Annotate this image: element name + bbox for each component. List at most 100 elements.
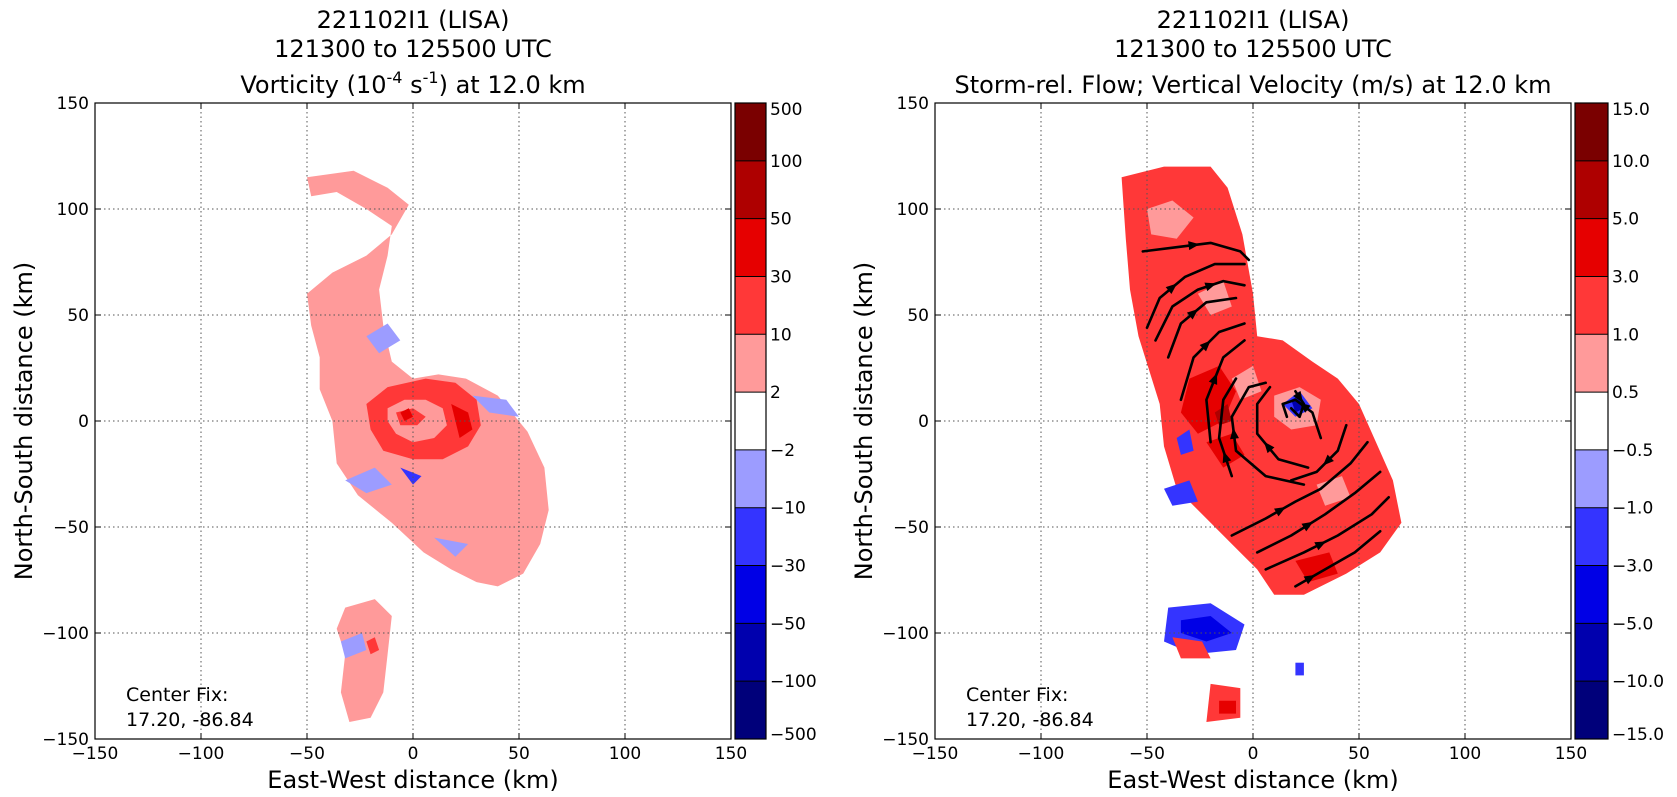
streamline-arrow bbox=[1199, 340, 1211, 352]
colorbar: 500 100 50 30 10 2 −2 −10 −30 −50 −100 −500 bbox=[734, 100, 817, 745]
contour-region bbox=[451, 404, 473, 438]
x-axis-label: East-West distance (km) bbox=[1107, 766, 1398, 794]
streamline-arrow bbox=[1222, 451, 1232, 464]
contour-region bbox=[345, 467, 392, 494]
contour-region bbox=[1219, 700, 1236, 714]
colorbar-band bbox=[735, 623, 766, 682]
streamlines bbox=[1141, 241, 1390, 588]
contour-region bbox=[336, 599, 392, 722]
y-tick-label: −50 bbox=[893, 518, 929, 538]
streamline bbox=[1141, 241, 1251, 262]
streamline-arrow bbox=[1301, 521, 1314, 532]
center-fix-label: Center Fix: bbox=[966, 684, 1068, 706]
colorbar-label: 10 bbox=[770, 325, 792, 345]
streamline-arrow bbox=[1274, 507, 1286, 517]
colorbar-band bbox=[735, 681, 766, 740]
colorbar-label: 3.0 bbox=[1612, 267, 1639, 287]
colorbar-label: −50 bbox=[770, 614, 806, 634]
x-tick-label: 50 bbox=[508, 744, 530, 764]
title-segment: s bbox=[402, 71, 422, 99]
colorbar: 15.0 10.0 5.0 3.0 1.0 0.5 −0.5 −1.0 −3.0 −5.0 −10.… bbox=[1574, 100, 1664, 745]
streamline-arrow bbox=[1299, 402, 1311, 413]
streamline-arrow bbox=[1204, 282, 1217, 292]
ticks: −150 −100 −50 0 50 100 150 −150 −100 −50 0 50 100 150 bbox=[42, 94, 747, 764]
center-fix-value: 17.20, -86.84 bbox=[126, 709, 254, 731]
chart-vertical-velocity: −150 −100 −50 0 50 100 150 −150 −100 −50 0 50 100 150… bbox=[850, 6, 1664, 794]
streamline-arrow bbox=[1263, 441, 1275, 454]
chart-title-line3: Storm-rel. Flow; Vertical Velocity (m/s)… bbox=[955, 71, 1552, 99]
y-axis-label: North-South distance (km) bbox=[850, 262, 878, 581]
contour-region bbox=[340, 633, 367, 659]
contour-region bbox=[366, 323, 401, 354]
x-tick-label: 0 bbox=[408, 744, 419, 764]
colorbar-label: 0.5 bbox=[1612, 383, 1639, 403]
y-axis-label: North-South distance (km) bbox=[10, 262, 38, 581]
contour-region bbox=[1164, 480, 1198, 506]
chart-title-line2: 121300 to 125500 UTC bbox=[1114, 35, 1392, 63]
y-tick-label: −100 bbox=[882, 624, 929, 644]
y-tick-label: −150 bbox=[882, 730, 929, 750]
colorbar-label: −15.0 bbox=[1612, 725, 1664, 745]
colorbar-band bbox=[735, 276, 766, 335]
colorbar-band bbox=[735, 334, 766, 393]
streamline bbox=[1281, 398, 1323, 440]
colorbar-band bbox=[1575, 103, 1608, 162]
contour-region bbox=[1231, 365, 1262, 400]
y-tick-label: 0 bbox=[78, 412, 89, 432]
colorbar-frame bbox=[1574, 102, 1609, 740]
contour-region bbox=[400, 408, 413, 421]
title-superscript: -1 bbox=[423, 68, 439, 87]
colorbar-band bbox=[1575, 160, 1608, 220]
y-tick-label: 150 bbox=[897, 94, 929, 114]
colorbar-label: −10 bbox=[770, 499, 806, 519]
colorbar-label: −1.0 bbox=[1612, 499, 1653, 519]
x-tick-label: −50 bbox=[1129, 744, 1165, 764]
colorbar-band bbox=[1575, 623, 1608, 682]
colorbar-band bbox=[1575, 507, 1608, 567]
colorbar-band bbox=[1575, 681, 1608, 740]
colorbar-label: 5.0 bbox=[1612, 210, 1639, 230]
colorbar-band bbox=[735, 103, 766, 162]
streamline bbox=[1255, 385, 1310, 469]
contour-region bbox=[1214, 404, 1232, 426]
contour-region bbox=[1295, 552, 1338, 583]
streamline bbox=[1264, 496, 1390, 571]
colorbar-label: 30 bbox=[770, 267, 792, 287]
streamline-arrow bbox=[1293, 391, 1303, 403]
title-segment: ) at 12.0 km bbox=[439, 71, 586, 99]
colorbar-band bbox=[735, 392, 766, 451]
colorbar-label: 500 bbox=[770, 100, 802, 120]
chart-vorticity: −150 −100 −50 0 50 100 150−150−100−50050100150… bbox=[10, 6, 817, 794]
colorbar-band bbox=[1575, 565, 1608, 624]
colorbar-band bbox=[1575, 449, 1608, 509]
chart-title-line1: 221102I1 (LISA) bbox=[317, 6, 510, 34]
streamline-arrow bbox=[1230, 427, 1239, 440]
streamline-arrow bbox=[1186, 309, 1199, 320]
y-tick-label: −50 bbox=[53, 518, 89, 538]
x-tick-label: −150 bbox=[72, 744, 119, 764]
colorbar-label: −30 bbox=[770, 557, 806, 577]
colorbar-band bbox=[1575, 334, 1608, 393]
colorbar-band bbox=[735, 449, 766, 509]
colorbar-label: 1.0 bbox=[1612, 325, 1639, 345]
x-tick-label: 150 bbox=[715, 744, 747, 764]
contour-region bbox=[1147, 200, 1194, 239]
x-tick-label: −150 bbox=[912, 744, 959, 764]
colorbar-label: −2 bbox=[770, 441, 795, 461]
colorbar-label: 50 bbox=[770, 210, 792, 230]
colorbar-band bbox=[1575, 392, 1608, 451]
y-tick-label: 100 bbox=[897, 200, 929, 220]
y-tick-label: 0 bbox=[918, 412, 929, 432]
streamline-arrow bbox=[1314, 541, 1327, 551]
colorbar-label: 15.0 bbox=[1612, 100, 1650, 120]
center-fix-label: Center Fix: bbox=[126, 684, 228, 706]
center-fix-value: 17.20, -86.84 bbox=[966, 709, 1094, 731]
colorbar-label: 10.0 bbox=[1612, 152, 1650, 172]
colorbar-label: −10.0 bbox=[1612, 672, 1664, 692]
contour-region bbox=[1172, 637, 1211, 659]
ticks: −150 −100 −50 0 50 100 150 −150 −100 −50 0 50 100 150 bbox=[882, 94, 1587, 764]
streamline-arrow bbox=[1322, 454, 1334, 466]
y-tick-label: −150 bbox=[42, 730, 89, 750]
colorbar-label: −500 bbox=[770, 725, 817, 745]
